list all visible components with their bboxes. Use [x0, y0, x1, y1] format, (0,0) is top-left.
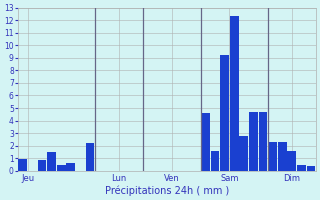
Bar — [37, 160, 46, 171]
Bar — [57, 165, 66, 171]
Bar — [66, 163, 75, 171]
Bar — [297, 165, 306, 171]
Bar — [47, 152, 56, 171]
Bar — [201, 113, 210, 171]
Bar — [268, 142, 277, 171]
Bar — [287, 151, 296, 171]
Bar — [239, 136, 248, 171]
Bar — [307, 166, 316, 171]
Bar — [18, 159, 27, 171]
Bar — [249, 112, 258, 171]
Bar — [86, 143, 94, 171]
Bar — [220, 55, 229, 171]
Bar — [278, 142, 287, 171]
Bar — [211, 151, 220, 171]
Bar — [230, 16, 239, 171]
X-axis label: Précipitations 24h ( mm ): Précipitations 24h ( mm ) — [105, 185, 229, 196]
Bar — [259, 112, 268, 171]
